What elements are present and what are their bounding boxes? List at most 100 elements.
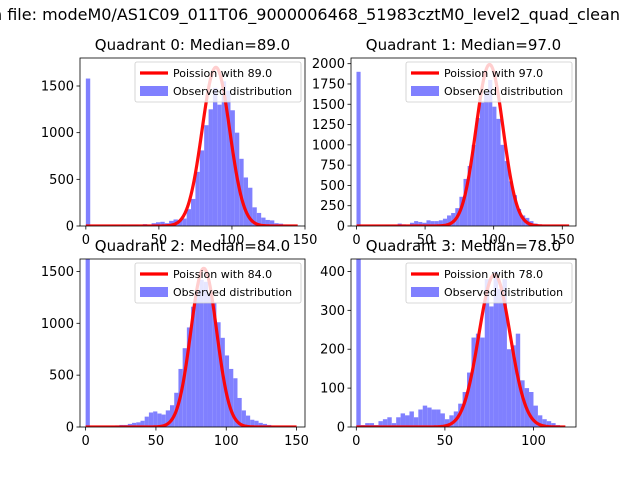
histogram-bar (169, 220, 174, 226)
histogram-bar (542, 419, 547, 427)
histogram-bar (195, 290, 200, 427)
histogram-bar (418, 221, 423, 226)
histogram-bar (438, 220, 443, 226)
histogram-bar (422, 405, 428, 427)
histogram-bar (177, 220, 183, 226)
histogram-bar (229, 368, 234, 427)
x-tick-label: 0 (352, 233, 360, 248)
x-tick-label: 50 (417, 233, 434, 248)
histogram-bar (471, 337, 476, 427)
histogram-bar (546, 421, 552, 427)
panel-title: Quadrant 2: Median=84.0 (95, 237, 290, 255)
histogram-bar (199, 279, 204, 427)
plot-area (355, 62, 571, 226)
histogram-bar (250, 419, 255, 427)
histogram-bar (261, 217, 266, 226)
histogram-bar (387, 417, 392, 427)
histogram-bar (182, 218, 187, 226)
histogram-bar (463, 178, 468, 226)
histogram-bar (199, 150, 205, 226)
histogram-bar (409, 411, 414, 427)
histogram-bar (378, 421, 383, 427)
histogram-bar (365, 423, 370, 427)
panel-title: Quadrant 1: Median=97.0 (366, 36, 561, 54)
legend-label: Observed distribution (444, 286, 563, 299)
x-tick-label: 100 (521, 434, 546, 449)
chart-panel-1: 0 50 100 150025050075010001250150017502000Q… (312, 36, 577, 248)
y-tick-label: 1500 (312, 98, 345, 113)
histogram-bar (207, 293, 213, 427)
figure-title: n file: modeM0/AS1C09_011T06_9000006468_… (0, 5, 620, 25)
y-tick-label: 400 (320, 265, 345, 280)
legend-label: Poission with 84.0 (173, 268, 272, 281)
histogram-bar (258, 422, 263, 427)
legend: Poission with 78.0 Observed distribution (405, 262, 573, 304)
histogram-bar (533, 405, 538, 427)
legend-swatch-patch (140, 287, 168, 297)
y-tick-label: 100 (320, 382, 345, 397)
legend: Poission with 97.0 Observed distribution (405, 61, 573, 103)
panel-title: Quadrant 3: Median=78.0 (366, 237, 561, 255)
histogram-bar (447, 215, 452, 226)
y-tick-label: 500 (49, 369, 74, 384)
plot-area (355, 259, 567, 427)
histogram-bar (382, 419, 388, 427)
histogram-bar (449, 415, 454, 427)
x-tick-label: 50 (151, 233, 168, 248)
histogram-bar (506, 349, 512, 427)
legend-swatch-patch (140, 86, 168, 96)
legend-label: Poission with 78.0 (444, 268, 543, 281)
axes-frame (79, 258, 306, 428)
histogram-bar (427, 407, 432, 427)
histogram-bar (230, 110, 235, 226)
histogram-bar (434, 221, 439, 226)
legend-label: Observed distribution (173, 85, 292, 98)
histogram-bar (409, 222, 415, 226)
histogram-bar (484, 279, 490, 427)
x-tick-label: 50 (148, 434, 165, 449)
legend-label: Poission with 97.0 (444, 67, 543, 80)
y-tick-label: 1250 (312, 118, 345, 133)
legend-label: Poission with 89.0 (173, 67, 272, 80)
histogram-bar (212, 302, 217, 427)
y-tick-label: 2000 (312, 57, 345, 72)
y-tick-label: 300 (320, 304, 345, 319)
histogram-bar (155, 222, 161, 226)
histogram-bar (467, 372, 472, 427)
histogram-bar (520, 380, 525, 427)
histogram-bar (221, 81, 227, 226)
histogram-bar (493, 271, 499, 427)
histogram-bar (475, 118, 480, 226)
legend-box (405, 61, 573, 103)
histogram-bar (212, 87, 218, 226)
histogram-bar (431, 409, 437, 427)
histogram-bar (241, 410, 246, 427)
histogram-bar (500, 144, 505, 226)
x-tick-label: 150 (284, 434, 309, 449)
y-tick-label: 500 (320, 179, 345, 194)
histogram-bar (405, 415, 410, 427)
histogram-bar (148, 412, 154, 427)
y-tick-label: 1500 (41, 80, 74, 95)
histogram-bar (165, 410, 170, 427)
histogram-bar (511, 345, 516, 427)
histogram-bar (422, 222, 427, 226)
histogram-bar (170, 405, 175, 427)
histogram-bar (496, 118, 501, 226)
histogram-bar (462, 392, 468, 427)
histogram-bar (144, 416, 149, 427)
histogram-bar (502, 279, 507, 427)
x-tick-label: 150 (293, 233, 318, 248)
y-tick-label: 1500 (41, 265, 74, 280)
histogram-bar (440, 413, 445, 427)
legend-box (134, 61, 302, 103)
axes-frame (350, 258, 577, 428)
histogram-bar (512, 195, 518, 226)
legend-label: Observed distribution (173, 286, 292, 299)
legend-swatch-patch (411, 86, 439, 96)
histogram-bar (484, 92, 489, 226)
histogram-bar (191, 306, 196, 427)
legend: Poission with 84.0 Observed distribution (134, 262, 302, 304)
histogram-bar (157, 413, 162, 427)
histogram-bar (400, 413, 406, 427)
